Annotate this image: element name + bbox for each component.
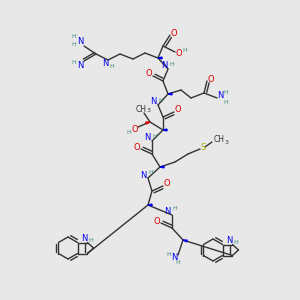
Text: N: N [161, 61, 167, 70]
Text: O: O [164, 179, 170, 188]
Text: S: S [200, 143, 206, 152]
Polygon shape [168, 93, 172, 95]
Text: O: O [176, 50, 182, 58]
Text: O: O [208, 74, 214, 83]
Text: O: O [154, 217, 160, 226]
Polygon shape [160, 166, 164, 168]
Text: H: H [88, 238, 93, 243]
Text: H: H [72, 34, 76, 40]
Text: H: H [110, 64, 114, 68]
Text: N: N [102, 59, 108, 68]
Text: N: N [171, 254, 177, 262]
Text: N: N [226, 236, 232, 245]
Text: N: N [77, 61, 83, 70]
Text: H: H [169, 61, 174, 67]
Polygon shape [148, 204, 152, 206]
Text: H: H [72, 61, 76, 65]
Text: H: H [72, 41, 76, 46]
Text: H: H [153, 134, 158, 139]
Text: O: O [171, 28, 177, 38]
Text: H: H [176, 260, 180, 266]
Polygon shape [146, 122, 150, 124]
Text: H: H [127, 130, 131, 136]
Text: H: H [148, 170, 153, 175]
Text: 3: 3 [225, 140, 229, 145]
Text: 3: 3 [147, 109, 151, 113]
Text: CH: CH [136, 104, 146, 113]
Polygon shape [158, 57, 162, 59]
Text: O: O [146, 70, 152, 79]
Text: O: O [132, 125, 138, 134]
Text: N: N [140, 170, 146, 179]
Text: N: N [150, 98, 156, 106]
Text: H: H [224, 100, 228, 104]
Text: H: H [224, 91, 228, 95]
Text: N: N [77, 38, 83, 46]
Text: H: H [159, 98, 164, 103]
Text: H: H [183, 47, 188, 52]
Text: CH: CH [214, 136, 224, 145]
Text: O: O [175, 106, 181, 115]
Text: H: H [167, 253, 171, 257]
Text: H: H [172, 206, 177, 211]
Polygon shape [163, 129, 167, 131]
Text: N: N [81, 234, 88, 243]
Text: N: N [164, 206, 170, 215]
Polygon shape [183, 240, 187, 242]
Text: H: H [233, 240, 238, 245]
Text: N: N [217, 92, 223, 100]
Text: N: N [144, 134, 150, 142]
Text: O: O [134, 142, 140, 152]
